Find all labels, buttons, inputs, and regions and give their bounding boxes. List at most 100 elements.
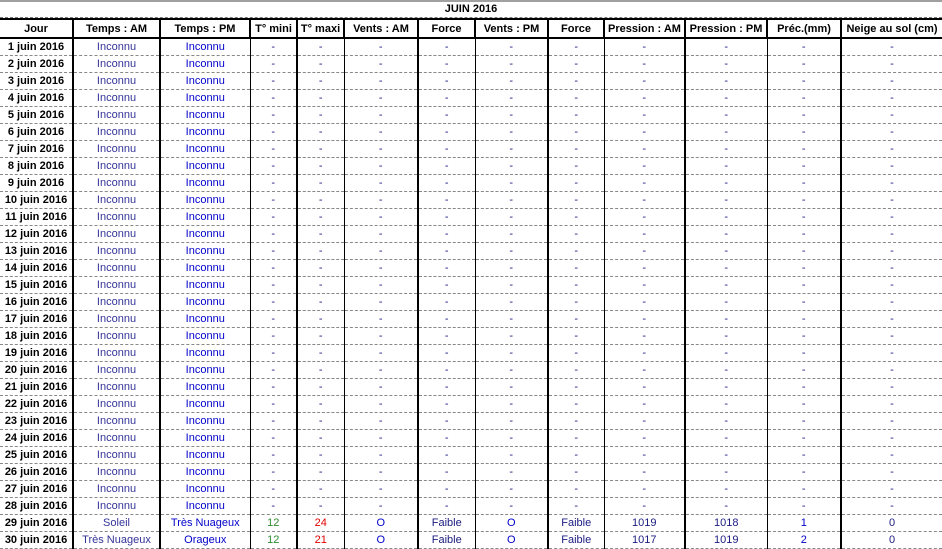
- cell-t-mini[interactable]: -: [249, 259, 297, 277]
- cell-vents-am[interactable]: -: [343, 38, 418, 56]
- cell-temps-am[interactable]: Inconnu: [72, 446, 160, 464]
- cell-t-maxi[interactable]: -: [296, 225, 344, 243]
- cell-temps-am[interactable]: Inconnu: [72, 123, 160, 141]
- cell-jour[interactable]: 10 juin 2016: [0, 191, 74, 209]
- cell-vents-am[interactable]: -: [343, 208, 418, 226]
- cell-vents-pm[interactable]: -: [474, 38, 548, 56]
- cell-temps-pm[interactable]: Inconnu: [159, 480, 250, 498]
- cell-force-pm[interactable]: -: [547, 157, 604, 175]
- cell-force-am[interactable]: Faible: [417, 514, 475, 532]
- cell-vents-am[interactable]: -: [343, 276, 418, 294]
- cell-temps-am[interactable]: Inconnu: [72, 344, 160, 362]
- cell-t-maxi[interactable]: -: [296, 140, 344, 158]
- cell-pression-am[interactable]: -: [603, 106, 685, 124]
- cell-temps-pm[interactable]: Inconnu: [159, 208, 250, 226]
- cell-force-pm[interactable]: -: [547, 208, 604, 226]
- cell-pression-pm[interactable]: -: [684, 276, 767, 294]
- cell-precip[interactable]: -: [766, 310, 841, 328]
- cell-t-maxi[interactable]: -: [296, 242, 344, 260]
- cell-pression-am[interactable]: -: [603, 276, 685, 294]
- cell-jour[interactable]: 8 juin 2016: [0, 157, 74, 175]
- cell-force-am[interactable]: -: [417, 72, 475, 90]
- cell-pression-am[interactable]: -: [603, 157, 685, 175]
- cell-precip[interactable]: -: [766, 208, 841, 226]
- cell-temps-am[interactable]: Inconnu: [72, 242, 160, 260]
- cell-t-maxi[interactable]: -: [296, 412, 344, 430]
- cell-neige[interactable]: -: [840, 208, 942, 226]
- cell-force-pm[interactable]: -: [547, 276, 604, 294]
- cell-neige[interactable]: -: [840, 55, 942, 73]
- cell-t-mini[interactable]: -: [249, 310, 297, 328]
- cell-force-pm[interactable]: -: [547, 412, 604, 430]
- cell-pression-am[interactable]: -: [603, 497, 685, 515]
- cell-vents-pm[interactable]: -: [474, 327, 548, 345]
- cell-vents-am[interactable]: -: [343, 327, 418, 345]
- cell-temps-pm[interactable]: Inconnu: [159, 55, 250, 73]
- cell-pression-pm[interactable]: -: [684, 123, 767, 141]
- cell-precip[interactable]: -: [766, 157, 841, 175]
- cell-temps-am[interactable]: Inconnu: [72, 140, 160, 158]
- cell-pression-pm[interactable]: -: [684, 55, 767, 73]
- cell-jour[interactable]: 6 juin 2016: [0, 123, 74, 141]
- cell-vents-pm[interactable]: -: [474, 497, 548, 515]
- cell-t-mini[interactable]: -: [249, 463, 297, 481]
- cell-force-am[interactable]: -: [417, 327, 475, 345]
- cell-precip[interactable]: -: [766, 38, 841, 56]
- cell-jour[interactable]: 24 juin 2016: [0, 429, 74, 447]
- cell-temps-pm[interactable]: Inconnu: [159, 429, 250, 447]
- cell-vents-am[interactable]: -: [343, 225, 418, 243]
- cell-jour[interactable]: 3 juin 2016: [0, 72, 74, 90]
- cell-vents-pm[interactable]: O: [474, 514, 548, 532]
- cell-pression-pm[interactable]: -: [684, 89, 767, 107]
- cell-t-maxi[interactable]: -: [296, 378, 344, 396]
- cell-t-maxi[interactable]: -: [296, 106, 344, 124]
- cell-vents-am[interactable]: -: [343, 412, 418, 430]
- cell-vents-pm[interactable]: -: [474, 55, 548, 73]
- cell-pression-pm[interactable]: -: [684, 191, 767, 209]
- cell-vents-am[interactable]: -: [343, 344, 418, 362]
- cell-temps-pm[interactable]: Orageux: [159, 531, 250, 549]
- cell-vents-am[interactable]: -: [343, 293, 418, 311]
- cell-vents-pm[interactable]: -: [474, 395, 548, 413]
- cell-t-mini[interactable]: -: [249, 191, 297, 209]
- cell-pression-pm[interactable]: -: [684, 446, 767, 464]
- cell-vents-pm[interactable]: -: [474, 412, 548, 430]
- cell-jour[interactable]: 25 juin 2016: [0, 446, 74, 464]
- cell-force-pm[interactable]: -: [547, 106, 604, 124]
- cell-neige[interactable]: -: [840, 123, 942, 141]
- cell-t-mini[interactable]: -: [249, 106, 297, 124]
- cell-force-am[interactable]: -: [417, 55, 475, 73]
- cell-force-am[interactable]: -: [417, 157, 475, 175]
- cell-force-pm[interactable]: -: [547, 55, 604, 73]
- cell-pression-am[interactable]: -: [603, 38, 685, 56]
- cell-precip[interactable]: 1: [766, 514, 841, 532]
- cell-precip[interactable]: -: [766, 344, 841, 362]
- cell-jour[interactable]: 14 juin 2016: [0, 259, 74, 277]
- cell-temps-pm[interactable]: Inconnu: [159, 123, 250, 141]
- cell-t-mini[interactable]: -: [249, 225, 297, 243]
- cell-jour[interactable]: 27 juin 2016: [0, 480, 74, 498]
- cell-temps-am[interactable]: Inconnu: [72, 191, 160, 209]
- cell-force-pm[interactable]: -: [547, 310, 604, 328]
- cell-precip[interactable]: -: [766, 480, 841, 498]
- cell-neige[interactable]: -: [840, 378, 942, 396]
- cell-force-am[interactable]: -: [417, 174, 475, 192]
- cell-precip[interactable]: -: [766, 140, 841, 158]
- cell-neige[interactable]: -: [840, 174, 942, 192]
- cell-force-am[interactable]: -: [417, 276, 475, 294]
- cell-force-pm[interactable]: -: [547, 327, 604, 345]
- cell-precip[interactable]: -: [766, 55, 841, 73]
- cell-temps-am[interactable]: Inconnu: [72, 310, 160, 328]
- cell-precip[interactable]: -: [766, 191, 841, 209]
- cell-pression-pm[interactable]: -: [684, 72, 767, 90]
- cell-force-pm[interactable]: Faible: [547, 514, 604, 532]
- cell-temps-am[interactable]: Inconnu: [72, 429, 160, 447]
- cell-neige[interactable]: -: [840, 344, 942, 362]
- cell-neige[interactable]: -: [840, 412, 942, 430]
- cell-t-mini[interactable]: -: [249, 429, 297, 447]
- cell-vents-am[interactable]: -: [343, 55, 418, 73]
- cell-vents-am[interactable]: -: [343, 429, 418, 447]
- cell-pression-am[interactable]: -: [603, 140, 685, 158]
- cell-temps-am[interactable]: Soleil: [72, 514, 160, 532]
- cell-pression-am[interactable]: -: [603, 89, 685, 107]
